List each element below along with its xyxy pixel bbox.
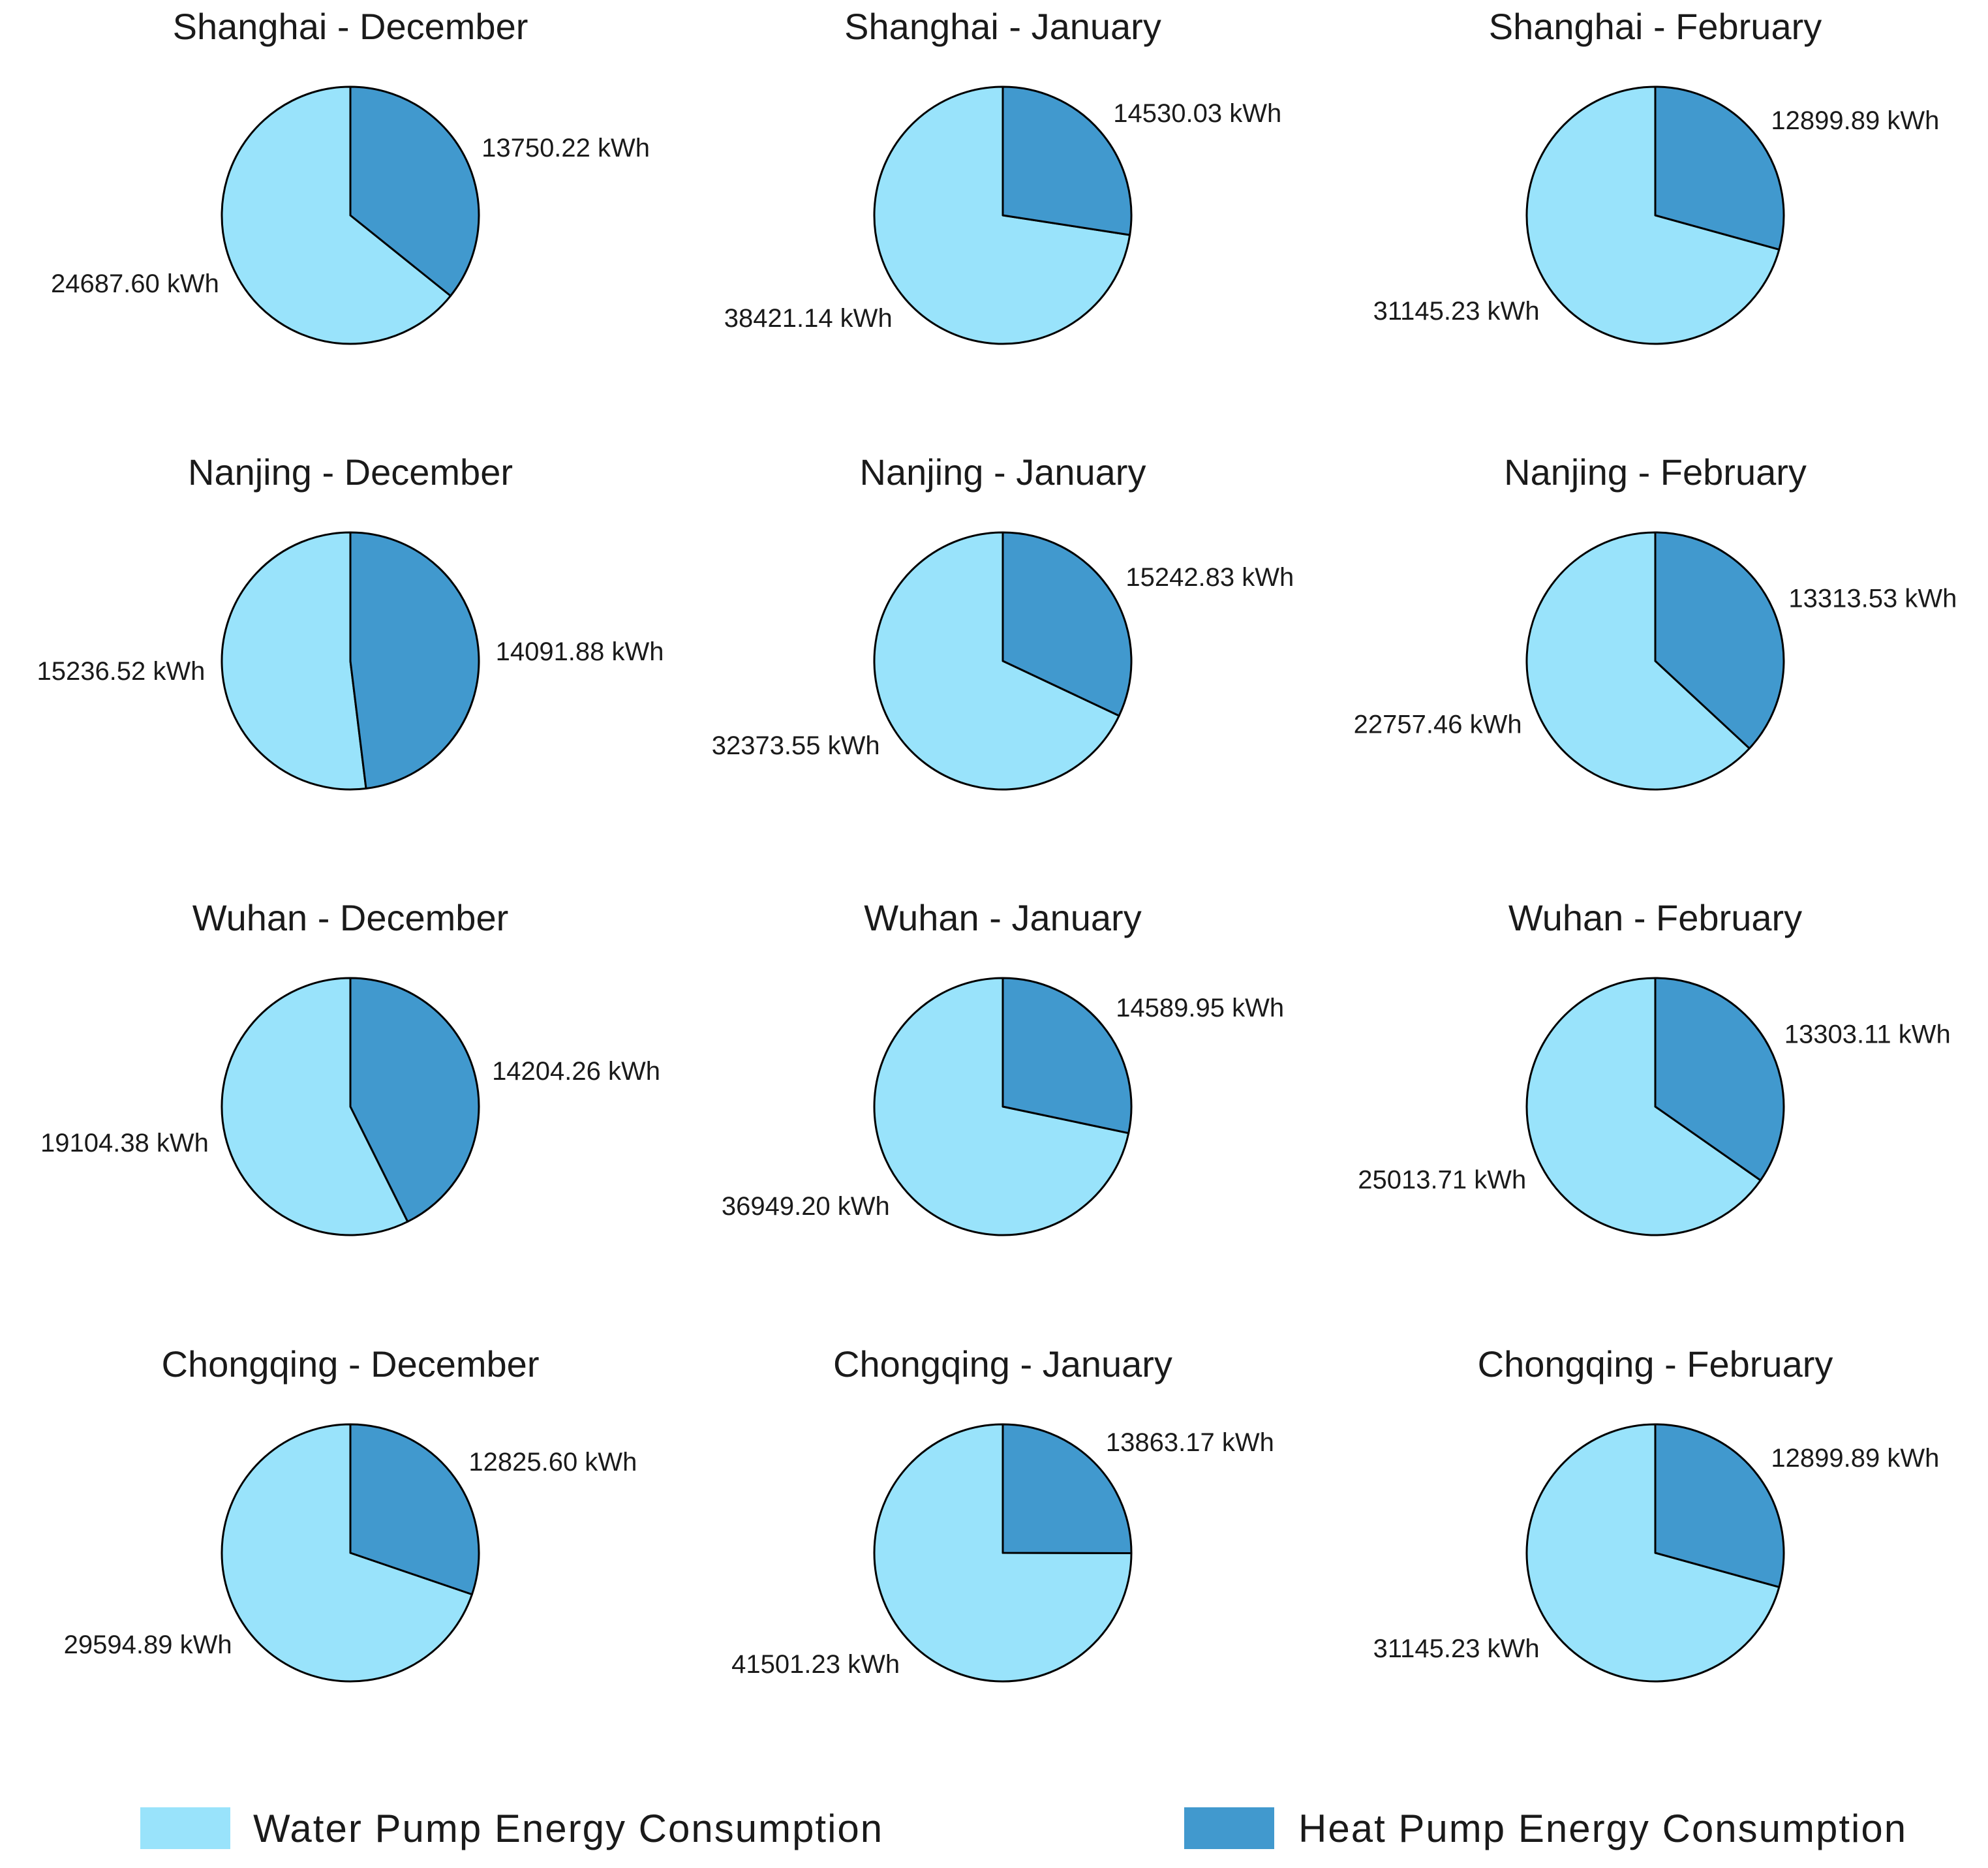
legend-swatch-water-pump bbox=[140, 1807, 230, 1849]
heat-pump-value-label: 12899.89 kWh bbox=[1771, 106, 1939, 135]
heat-pump-value-label: 12899.89 kWh bbox=[1771, 1444, 1939, 1473]
water-pump-value-label: 19104.38 kWh bbox=[40, 1129, 209, 1157]
pie-slice-heat-pump bbox=[349, 977, 480, 1223]
pie-slice-water-pump bbox=[873, 531, 1120, 791]
heat-pump-value-label: 12825.60 kWh bbox=[468, 1448, 637, 1477]
pie-chart: Chongqing - January 13863.17 kWh 41501.23 … bbox=[731, 1343, 1274, 1683]
pie-title: Shanghai - December bbox=[173, 6, 528, 47]
pie-title: Nanjing - December bbox=[188, 452, 513, 493]
water-pump-value-label: 31145.23 kWh bbox=[1373, 297, 1540, 326]
pie-slice-water-pump bbox=[1525, 977, 1762, 1236]
legend-swatch-heat-pump bbox=[1184, 1807, 1274, 1849]
pie-title: Shanghai - January bbox=[844, 6, 1161, 47]
pie-slice-heat-pump bbox=[1002, 977, 1133, 1135]
water-pump-value-label: 41501.23 kWh bbox=[731, 1650, 900, 1679]
water-pump-value-label: 24687.60 kWh bbox=[51, 269, 219, 298]
heat-pump-value-label: 14589.95 kWh bbox=[1116, 994, 1284, 1022]
pie-chart: Nanjing - February 13313.53 kWh 22757.46 k… bbox=[1354, 452, 1957, 791]
pie-title: Chongqing - February bbox=[1478, 1343, 1833, 1385]
pie-slice-water-pump bbox=[873, 977, 1130, 1236]
pie-slice-water-pump bbox=[221, 977, 409, 1236]
pie-slice-heat-pump bbox=[1002, 1423, 1133, 1554]
water-pump-value-label: 29594.89 kWh bbox=[64, 1631, 232, 1659]
water-pump-value-label: 32373.55 kWh bbox=[712, 731, 880, 760]
pie-chart: Chongqing - February 12899.89 kWh 31145.23… bbox=[1373, 1343, 1939, 1683]
pie-title: Wuhan - February bbox=[1508, 897, 1802, 938]
pie-slice-heat-pump bbox=[1002, 85, 1133, 236]
pie-chart: Nanjing - December 14091.88 kWh 15236.52 k… bbox=[37, 452, 664, 791]
pie-title: Nanjing - February bbox=[1504, 452, 1807, 493]
pie-slice-heat-pump bbox=[1654, 1423, 1785, 1588]
pie-chart: Shanghai - January 14530.03 kWh 38421.14 k… bbox=[724, 6, 1281, 345]
pie-slice-water-pump bbox=[1525, 531, 1751, 791]
heat-pump-value-label: 14091.88 kWh bbox=[496, 637, 664, 666]
pie-slice-heat-pump bbox=[1002, 531, 1133, 717]
water-pump-value-label: 36949.20 kWh bbox=[722, 1192, 890, 1221]
pie-chart: Wuhan - February 13303.11 kWh 25013.71 kWh bbox=[1358, 897, 1951, 1236]
pie-slice-water-pump bbox=[1525, 85, 1781, 345]
pie-charts: Shanghai - December 13750.22 kWh 24687.60 … bbox=[37, 6, 1957, 1683]
pie-slice-water-pump bbox=[221, 531, 367, 791]
pie-title: Shanghai - February bbox=[1489, 6, 1822, 47]
pie-title: Wuhan - January bbox=[864, 897, 1141, 938]
pie-slice-water-pump bbox=[221, 85, 452, 345]
heat-pump-value-label: 14530.03 kWh bbox=[1113, 99, 1281, 128]
pie-slice-heat-pump bbox=[349, 85, 480, 297]
pie-chart: Nanjing - January 15242.83 kWh 32373.55 kW… bbox=[712, 452, 1294, 791]
pie-title: Nanjing - January bbox=[860, 452, 1146, 493]
heat-pump-value-label: 14204.26 kWh bbox=[492, 1057, 660, 1086]
legend-label-heat-pump: Heat Pump Energy Consumption bbox=[1298, 1807, 1907, 1850]
pie-slice-water-pump bbox=[873, 1423, 1133, 1683]
legend: Water Pump Energy Consumption Heat Pump … bbox=[140, 1807, 1907, 1850]
water-pump-value-label: 31145.23 kWh bbox=[1373, 1634, 1540, 1663]
pie-slice-heat-pump bbox=[1654, 85, 1785, 251]
pie-title: Chongqing - December bbox=[162, 1343, 540, 1385]
pie-title: Wuhan - December bbox=[192, 897, 509, 938]
water-pump-value-label: 38421.14 kWh bbox=[724, 304, 893, 333]
pie-chart: Wuhan - January 14589.95 kWh 36949.20 kWh bbox=[722, 897, 1284, 1236]
pie-slice-water-pump bbox=[221, 1423, 473, 1683]
pie-slice-water-pump bbox=[1525, 1423, 1781, 1683]
heat-pump-value-label: 13303.11 kWh bbox=[1784, 1020, 1951, 1049]
pie-slice-heat-pump bbox=[1654, 977, 1785, 1182]
pie-chart: Shanghai - December 13750.22 kWh 24687.60 … bbox=[51, 6, 650, 345]
heat-pump-value-label: 13750.22 kWh bbox=[482, 134, 650, 162]
pie-title: Chongqing - January bbox=[833, 1343, 1172, 1385]
pie-slice-heat-pump bbox=[349, 1423, 480, 1596]
pie-chart: Chongqing - December 12825.60 kWh 29594.89… bbox=[64, 1343, 637, 1683]
water-pump-value-label: 15236.52 kWh bbox=[37, 657, 205, 686]
pie-slice-heat-pump bbox=[1654, 531, 1785, 750]
heat-pump-value-label: 13313.53 kWh bbox=[1788, 585, 1957, 613]
pie-chart: Shanghai - February 12899.89 kWh 31145.23 … bbox=[1373, 6, 1939, 345]
pie-chart: Wuhan - December 14204.26 kWh 19104.38 kWh bbox=[40, 897, 660, 1236]
water-pump-value-label: 25013.71 kWh bbox=[1358, 1165, 1526, 1194]
legend-label-water-pump: Water Pump Energy Consumption bbox=[253, 1807, 883, 1850]
heat-pump-value-label: 15242.83 kWh bbox=[1125, 563, 1294, 592]
heat-pump-value-label: 13863.17 kWh bbox=[1106, 1428, 1274, 1457]
water-pump-value-label: 22757.46 kWh bbox=[1354, 710, 1522, 739]
pie-slice-heat-pump bbox=[349, 531, 480, 790]
